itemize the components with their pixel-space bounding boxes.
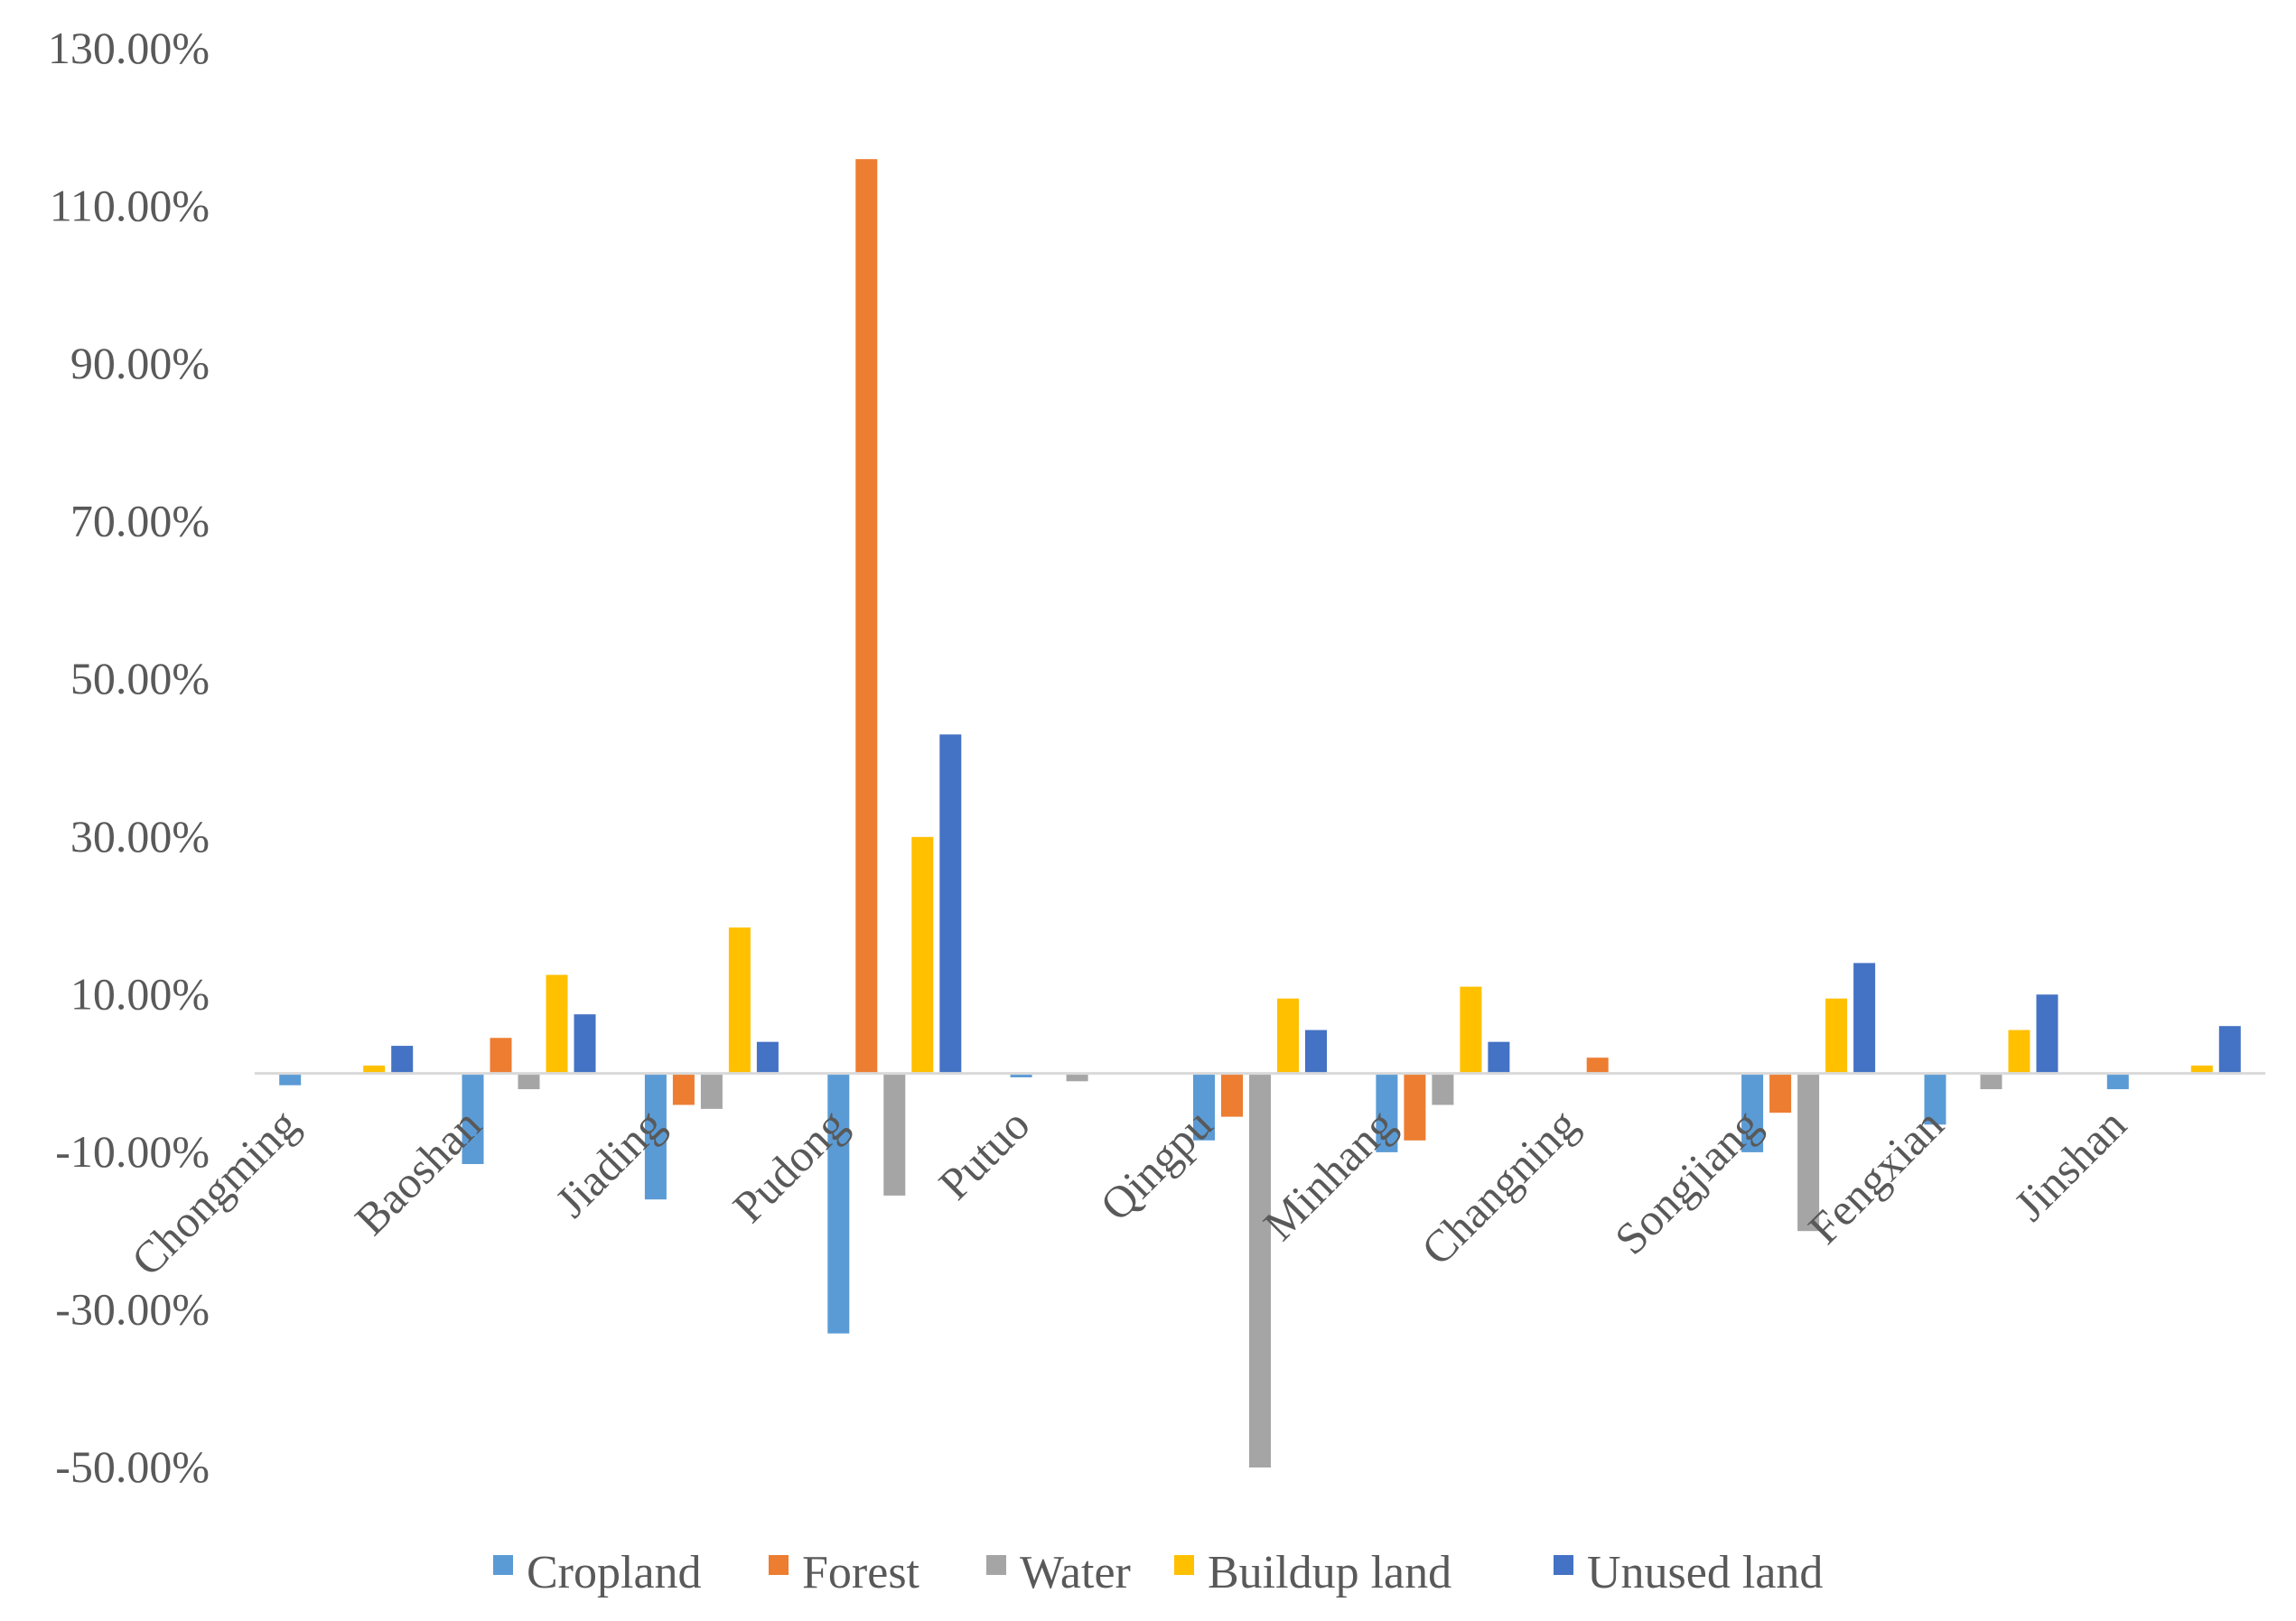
bar-forest-pudong [855, 159, 878, 1074]
bar-water-minhang [1432, 1073, 1454, 1105]
bar-forest-changning [1586, 1057, 1609, 1074]
bar-buildup-land-songjiang [1825, 998, 1848, 1074]
y-tick-label: 130.00% [48, 23, 210, 73]
bar-buildup-land-jiading [728, 927, 751, 1074]
y-tick-label: -50.00% [55, 1441, 210, 1492]
legend-label-unused-land: Unused land [1587, 1547, 1823, 1598]
bar-water-pudong [883, 1073, 906, 1196]
bar-unused-land-chongming [391, 1046, 414, 1074]
bar-forest-jiading [672, 1073, 695, 1105]
y-tick-label: 90.00% [70, 338, 210, 388]
x-tick-label: Qingpu [1090, 1099, 1222, 1231]
x-tick-label: Jinshan [2004, 1099, 2136, 1231]
category-labels: Chongming Baoshan Jiading Pudong Putuo Qingpu… [121, 1099, 2135, 1286]
bar-unused-land-minhang [1488, 1041, 1510, 1074]
bar-forest-songjiang [1769, 1073, 1792, 1113]
bar-unused-land-jinshan [2218, 1026, 2241, 1074]
x-tick-label: Baoshan [345, 1099, 490, 1244]
bar-water-putuo [1066, 1073, 1088, 1082]
bar-buildup-land-chongming [363, 1065, 386, 1074]
bar-buildup-land-fengxian [2008, 1029, 2030, 1074]
bar-water-jiading [700, 1073, 723, 1109]
x-tick-label: Fengxian [1798, 1099, 1953, 1253]
bar-water-qingpu [1249, 1073, 1271, 1467]
legend-swatch-buildup-land [1174, 1555, 1194, 1575]
bar-water-fengxian [1980, 1073, 2002, 1090]
y-tick-label: 10.00% [70, 968, 210, 1019]
bar-water-songjiang [1797, 1073, 1820, 1232]
y-tick-label: 110.00% [50, 181, 210, 231]
bar-forest-baoshan [490, 1038, 512, 1074]
legend-label-forest: Forest [802, 1547, 920, 1598]
bar-cropland-baoshan [462, 1073, 484, 1164]
legend-label-buildup-land: Buildup land [1208, 1547, 1451, 1598]
bar-cropland-minhang [1376, 1073, 1398, 1152]
bar-forest-minhang [1404, 1073, 1426, 1141]
x-tick-label: Changning [1412, 1099, 1588, 1275]
bar-unused-land-baoshan [574, 1014, 596, 1074]
y-axis: 130.00% 110.00% 90.00% 70.00% 50.00% 30.00% 10… [48, 23, 210, 1492]
legend-swatch-cropland [493, 1555, 513, 1575]
bar-buildup-land-pudong [911, 836, 934, 1074]
bar-unused-land-qingpu [1305, 1029, 1327, 1074]
legend: Cropland Forest Water Buildup land Unused la… [493, 1547, 1823, 1598]
legend-swatch-water [986, 1555, 1006, 1575]
bar-cropland-chongming [279, 1073, 302, 1085]
bar-cropland-fengxian [1924, 1073, 1946, 1125]
legend-label-cropland: Cropland [527, 1547, 702, 1598]
bar-cropland-qingpu [1193, 1073, 1215, 1141]
y-tick-label: 50.00% [70, 653, 210, 703]
y-tick-label: 70.00% [70, 496, 210, 546]
x-tick-label: Songjiang [1605, 1099, 1770, 1264]
bar-unused-land-jiading [756, 1041, 779, 1074]
bar-buildup-land-minhang [1460, 986, 1482, 1074]
bar-cropland-jinshan [2106, 1073, 2129, 1090]
y-tick-label: 30.00% [70, 811, 210, 862]
x-tick-label: Minhang [1254, 1099, 1405, 1250]
bar-buildup-land-qingpu [1277, 998, 1299, 1074]
bar-unused-land-songjiang [1853, 963, 1876, 1074]
y-tick-label: -10.00% [55, 1126, 210, 1177]
bars [279, 159, 2241, 1467]
bar-cropland-jiading [644, 1073, 667, 1200]
legend-swatch-unused-land [1554, 1555, 1573, 1575]
bar-buildup-land-jinshan [2190, 1065, 2213, 1074]
legend-label-water: Water [1020, 1547, 1131, 1598]
x-tick-label: Putuo [929, 1099, 1039, 1209]
bar-cropland-songjiang [1741, 1073, 1764, 1152]
bar-buildup-land-baoshan [546, 974, 568, 1074]
bar-cropland-putuo [1010, 1073, 1032, 1077]
bar-forest-qingpu [1221, 1073, 1243, 1117]
bar-unused-land-fengxian [2036, 994, 2058, 1074]
bar-water-baoshan [518, 1073, 540, 1090]
bar-unused-land-pudong [939, 734, 962, 1074]
legend-swatch-forest [769, 1555, 789, 1575]
bar-cropland-pudong [827, 1073, 850, 1334]
y-tick-label: -30.00% [55, 1283, 210, 1334]
